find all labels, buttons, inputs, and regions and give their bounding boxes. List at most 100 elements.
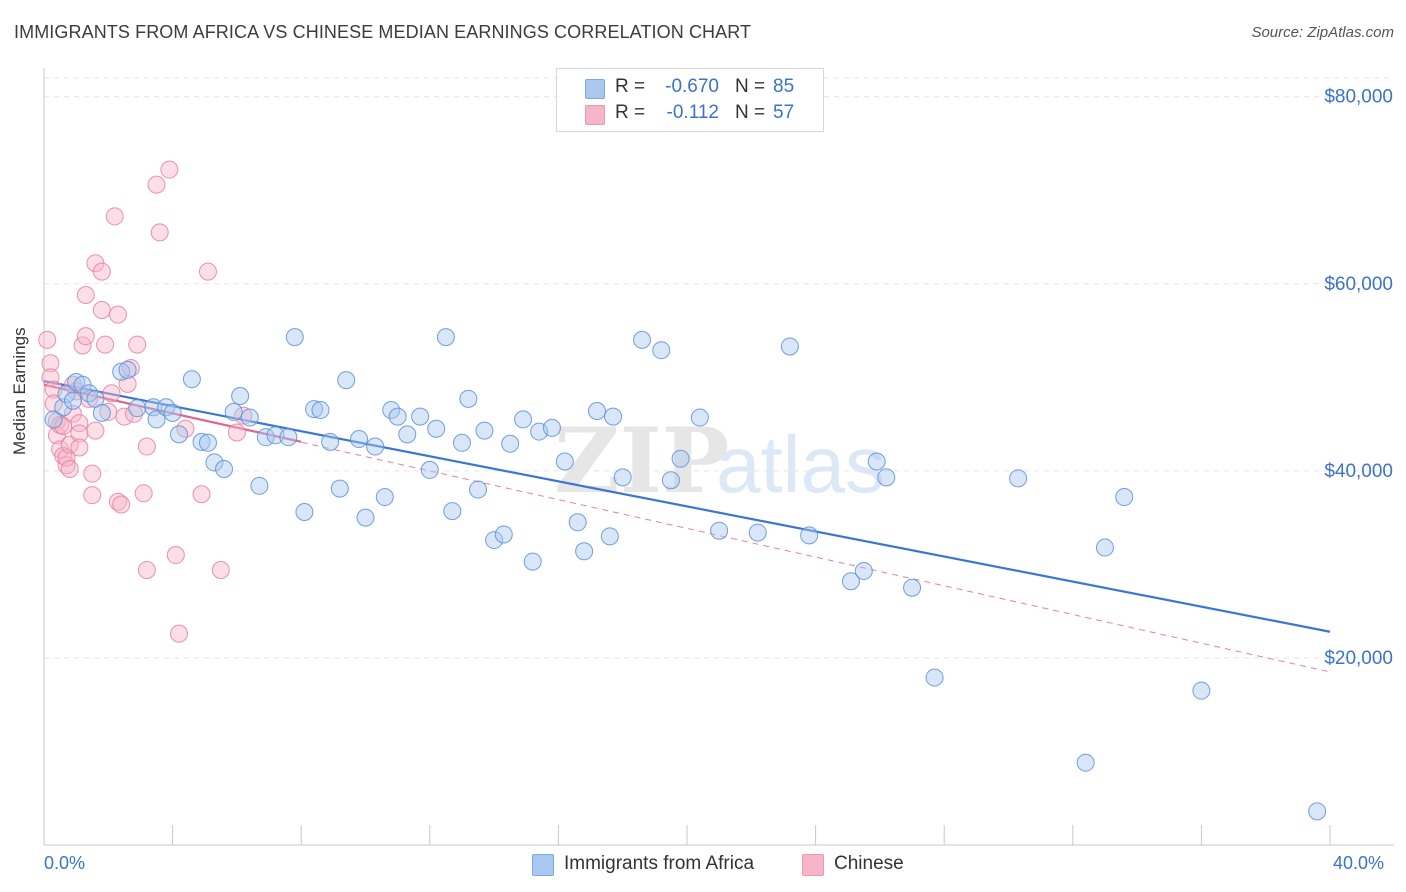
point-chinese bbox=[147, 175, 166, 194]
point-africa bbox=[469, 480, 488, 499]
point-africa bbox=[279, 428, 298, 447]
y-tick-label: $60,000 bbox=[1324, 274, 1393, 295]
point-chinese bbox=[128, 335, 147, 354]
point-africa bbox=[1308, 802, 1327, 821]
y-tick-label: $80,000 bbox=[1324, 87, 1393, 108]
point-africa bbox=[841, 572, 860, 591]
point-chinese bbox=[150, 223, 169, 242]
point-africa bbox=[388, 407, 407, 426]
point-africa bbox=[398, 425, 417, 444]
point-chinese bbox=[105, 207, 124, 226]
point-africa bbox=[411, 407, 430, 426]
point-africa bbox=[671, 449, 690, 468]
point-africa bbox=[780, 337, 799, 356]
point-africa bbox=[366, 437, 385, 456]
legend-label: Chinese bbox=[834, 853, 904, 874]
point-chinese bbox=[70, 414, 89, 433]
point-africa bbox=[436, 328, 455, 347]
point-africa bbox=[356, 508, 375, 527]
point-africa bbox=[144, 398, 163, 417]
point-africa bbox=[867, 452, 886, 471]
stats-swatch-africa bbox=[585, 79, 605, 99]
chart-title: IMMIGRANTS FROM AFRICA VS CHINESE MEDIAN… bbox=[14, 22, 752, 42]
source-label: Source: ZipAtlas.com bbox=[1251, 24, 1394, 41]
point-africa bbox=[240, 408, 259, 427]
stats-box: R = -0.670 N = 85 R = -0.112 N = 57 bbox=[556, 68, 824, 132]
point-africa bbox=[350, 430, 369, 449]
point-africa bbox=[1009, 469, 1028, 488]
point-africa bbox=[118, 360, 137, 379]
point-africa bbox=[147, 410, 166, 429]
point-africa bbox=[92, 403, 111, 422]
point-africa bbox=[375, 488, 394, 507]
point-africa bbox=[427, 419, 446, 438]
point-africa bbox=[523, 552, 542, 571]
legend-swatch-africa bbox=[532, 854, 554, 876]
stats-swatch-chinese bbox=[585, 105, 605, 125]
point-africa bbox=[459, 389, 478, 408]
point-africa bbox=[542, 418, 561, 437]
point-africa bbox=[44, 410, 63, 429]
point-africa bbox=[63, 391, 82, 410]
point-africa bbox=[250, 476, 269, 495]
point-africa bbox=[231, 387, 250, 406]
point-chinese bbox=[121, 358, 140, 377]
point-africa bbox=[295, 503, 314, 522]
point-africa bbox=[163, 403, 182, 422]
r-label: R = bbox=[615, 76, 646, 97]
point-chinese bbox=[192, 485, 211, 504]
point-africa bbox=[800, 526, 819, 545]
point-africa bbox=[710, 521, 729, 540]
point-chinese bbox=[83, 486, 102, 505]
watermark: ZIP atlas bbox=[554, 408, 885, 514]
r-value: -0.670 bbox=[665, 76, 719, 97]
point-chinese bbox=[166, 546, 185, 565]
point-chinese bbox=[92, 262, 111, 281]
point-chinese bbox=[96, 335, 115, 354]
x-tick-max: 40.0% bbox=[1333, 853, 1385, 873]
point-africa bbox=[514, 410, 533, 429]
point-chinese bbox=[170, 624, 189, 643]
point-chinese bbox=[137, 561, 156, 580]
point-africa bbox=[215, 459, 234, 478]
point-chinese bbox=[41, 354, 60, 373]
point-africa bbox=[311, 401, 330, 420]
point-chinese bbox=[86, 421, 105, 440]
point-africa bbox=[661, 471, 680, 490]
point-africa bbox=[575, 542, 594, 561]
point-africa bbox=[1076, 753, 1095, 772]
point-africa bbox=[128, 399, 147, 418]
point-africa bbox=[285, 328, 304, 347]
point-africa bbox=[420, 460, 439, 479]
r-value: -0.112 bbox=[666, 102, 719, 123]
point-africa bbox=[587, 401, 606, 420]
point-africa bbox=[652, 341, 671, 360]
point-chinese bbox=[134, 484, 153, 503]
point-africa bbox=[382, 401, 401, 420]
n-value: 85 bbox=[773, 76, 795, 97]
point-chinese bbox=[198, 262, 217, 281]
data-points bbox=[38, 160, 1327, 821]
n-label: N = bbox=[735, 76, 766, 97]
point-chinese bbox=[137, 437, 156, 456]
point-chinese bbox=[60, 459, 79, 478]
point-chinese bbox=[160, 160, 179, 179]
point-africa bbox=[613, 468, 632, 487]
point-africa bbox=[170, 425, 189, 444]
point-chinese bbox=[76, 327, 95, 346]
point-africa bbox=[555, 452, 574, 471]
y-tick-label: $20,000 bbox=[1324, 648, 1393, 669]
point-africa bbox=[600, 527, 619, 546]
point-chinese bbox=[41, 368, 60, 387]
point-africa bbox=[604, 407, 623, 426]
point-africa bbox=[485, 531, 504, 550]
point-chinese bbox=[125, 404, 144, 423]
point-chinese bbox=[70, 438, 89, 457]
n-label: N = bbox=[735, 102, 766, 123]
legend-label: Immigrants from Africa bbox=[564, 853, 755, 874]
watermark-atlas: atlas bbox=[716, 420, 885, 509]
point-africa bbox=[568, 513, 587, 532]
point-chinese bbox=[102, 384, 121, 403]
point-chinese bbox=[227, 423, 246, 442]
